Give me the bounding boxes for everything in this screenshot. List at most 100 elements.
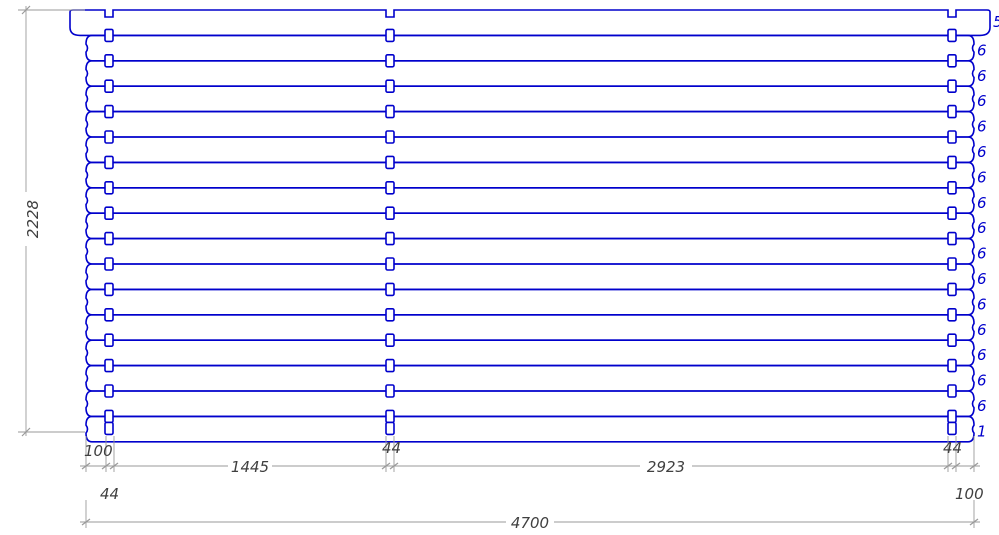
log-position-tag: 6 xyxy=(977,346,987,364)
dowel xyxy=(104,206,114,220)
dowel xyxy=(104,421,114,436)
dowel xyxy=(104,104,114,119)
dowel xyxy=(104,358,114,373)
log-position-tag: 6 xyxy=(977,118,987,136)
left-dowel-dimension-label: 44 xyxy=(100,485,119,503)
log-course xyxy=(85,85,975,113)
dowel xyxy=(947,79,957,93)
log-course xyxy=(85,187,975,214)
left-edge-dimension-label: 100 xyxy=(84,442,113,460)
overall-length-dimension: 4700 xyxy=(80,500,980,532)
dowel xyxy=(385,28,395,43)
dowel xyxy=(104,307,114,322)
log-position-tags: 56666666666666661 xyxy=(977,13,999,440)
dowel xyxy=(947,53,957,68)
dowel xyxy=(385,409,395,424)
log-course xyxy=(85,364,975,392)
log-courses xyxy=(69,9,991,443)
log-course xyxy=(85,390,975,418)
dowel xyxy=(385,333,395,348)
dowel xyxy=(947,333,957,348)
height-dimension-label: 2228 xyxy=(24,200,42,238)
dowel xyxy=(385,130,395,144)
dowel xyxy=(104,130,114,144)
log-course xyxy=(85,288,975,316)
right-edge-dimension-label: 100 xyxy=(955,485,984,503)
log-course xyxy=(85,212,975,240)
overall-length-label: 4700 xyxy=(511,514,549,532)
dowel xyxy=(947,104,957,119)
log-course xyxy=(85,136,975,164)
dowel xyxy=(947,155,957,170)
log-course xyxy=(85,60,975,87)
left-span-dimension-label: 1445 xyxy=(231,458,269,476)
dowel xyxy=(385,421,395,436)
log-position-tag: 6 xyxy=(977,143,987,161)
log-course xyxy=(85,34,975,62)
log-course xyxy=(85,263,975,291)
dowel xyxy=(947,384,957,398)
dowel xyxy=(947,282,957,297)
dowel xyxy=(947,409,957,424)
dowel xyxy=(385,155,395,170)
log-position-tag: 6 xyxy=(977,321,987,339)
dowel xyxy=(104,181,114,195)
dowel-spacing-dimension: 100 44 1445 44 2923 44 100 xyxy=(80,436,984,503)
dowel xyxy=(104,282,114,297)
right-dowel-dimension-label: 44 xyxy=(943,439,962,457)
dowel xyxy=(104,384,114,398)
log-course xyxy=(85,314,975,341)
log-position-tag: 6 xyxy=(977,219,987,237)
middle-dowel-dimension-label: 44 xyxy=(382,439,401,457)
log-course xyxy=(85,237,975,265)
dowel xyxy=(104,28,114,43)
dowel xyxy=(104,333,114,348)
log-position-tag: 6 xyxy=(977,245,987,263)
log-position-tag: 6 xyxy=(977,270,987,288)
dowel xyxy=(947,130,957,144)
dowel xyxy=(947,206,957,220)
dowel xyxy=(947,231,957,246)
right-span-dimension-label: 2923 xyxy=(647,458,685,476)
log-course xyxy=(85,415,975,443)
log-position-tag: 6 xyxy=(977,372,987,390)
dowel xyxy=(104,79,114,93)
dowel xyxy=(385,181,395,195)
dowel xyxy=(104,155,114,170)
log-position-tag: 6 xyxy=(977,194,987,212)
dowel xyxy=(385,231,395,246)
log-position-tag: 5 xyxy=(993,13,999,31)
dowel xyxy=(385,53,395,68)
log-position-tag: 6 xyxy=(977,397,987,415)
log-position-tag: 6 xyxy=(977,168,987,186)
dowel xyxy=(104,257,114,271)
dowel xyxy=(947,358,957,373)
height-dimension: 2228 xyxy=(16,5,85,437)
log-position-tag: 6 xyxy=(977,67,987,85)
dowel xyxy=(385,104,395,119)
dowel xyxy=(104,409,114,424)
dowel xyxy=(947,28,957,43)
dowel xyxy=(385,282,395,297)
dowels xyxy=(104,28,957,436)
dowel xyxy=(385,307,395,322)
dowel xyxy=(104,53,114,68)
log-position-tag: 6 xyxy=(977,92,987,110)
dowel xyxy=(385,358,395,373)
log-course xyxy=(85,161,975,189)
log-course xyxy=(85,110,975,138)
log-course xyxy=(69,9,991,37)
dowel xyxy=(947,307,957,322)
dowel xyxy=(947,257,957,271)
dowel xyxy=(385,384,395,398)
log-position-tag: 6 xyxy=(977,41,987,59)
log-course xyxy=(85,339,975,367)
dowel xyxy=(947,181,957,195)
log-position-tag: 6 xyxy=(977,295,987,313)
dowel xyxy=(947,421,957,436)
dowel xyxy=(385,206,395,220)
dowel xyxy=(104,231,114,246)
dowel xyxy=(385,79,395,93)
log-position-tag: 1 xyxy=(977,422,987,440)
